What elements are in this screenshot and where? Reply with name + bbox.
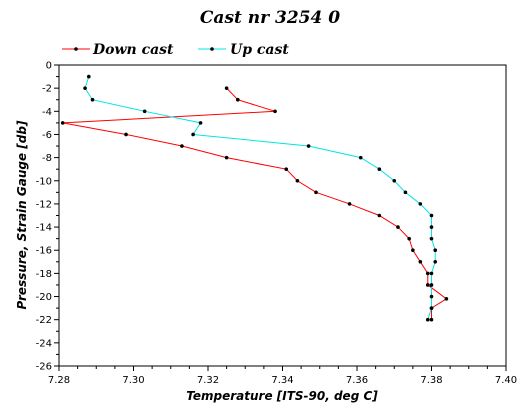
y-tick-label: 0 [46,61,52,72]
y-tick-label: -12 [36,199,52,210]
up-cast-point [403,190,408,195]
down-cast-point [124,132,128,137]
x-tick-label: 7.28 [48,375,70,386]
down-cast-point [224,86,229,90]
x-axis: 7.28 7.30 7.32 7.34 7.36 7.38 7.40 [48,366,517,386]
down-cast-point [429,317,434,322]
up-cast-point [429,294,434,299]
y-axis: 0 -2 -4 -6 -8 -10 -12 -14 -16 -18 -20 -22 -24 -26 [36,61,59,373]
x-tick-label: 7.38 [420,375,442,386]
up-cast-point [198,121,203,125]
y-axis-label: Pressure, Strain Gauge [db] [15,120,29,309]
x-tick-label: 7.40 [495,375,517,386]
down-cast-point [396,225,400,229]
y-tick-label: -24 [36,338,52,349]
y-tick-label: -6 [42,130,52,141]
legend-up-cast-marker [210,47,214,51]
x-tick-label: 7.34 [271,375,293,386]
down-cast-point [180,144,184,148]
down-cast-point [236,97,240,102]
down-cast-point [377,213,382,218]
y-tick-label: -22 [36,315,52,326]
up-cast-point [429,306,434,310]
down-cast-point [411,248,415,253]
up-cast-point [90,97,95,102]
down-cast-point [314,190,318,195]
down-cast-point [295,178,300,183]
x-tick-label: 7.30 [122,375,144,386]
y-tick-label: -26 [36,362,52,373]
down-cast-point [425,271,430,276]
down-cast-point [347,202,352,206]
x-axis-label: Temperature [ITS-90, deg C] [186,389,378,403]
up-cast-point [433,248,438,253]
down-cast-point [273,109,277,114]
y-tick-label: -10 [36,176,52,187]
up-cast-point [142,109,147,114]
down-cast-point [444,297,449,301]
up-cast-point [429,213,434,218]
y-tick-label: -2 [42,84,52,95]
down-cast-point [407,236,411,241]
up-cast-point [429,271,434,276]
legend-up-cast-label: Up cast [230,42,289,58]
down-cast-point [418,260,423,264]
y-tick-label: -4 [42,107,52,118]
x-tick-label: 7.32 [197,375,219,386]
up-cast-point [425,317,430,322]
up-cast-point [433,260,438,264]
y-tick-label: -14 [36,223,52,234]
y-tick-label: -18 [36,269,52,280]
up-cast-point [418,202,423,206]
up-cast-point [377,167,382,171]
x-tick-label: 7.36 [346,375,368,386]
legend: Down cast Up cast [62,42,289,58]
up-cast-line [84,76,436,320]
up-cast-point [306,144,311,148]
y-tick-label: -20 [36,292,52,303]
down-cast-line [62,87,448,320]
y-tick-label: -8 [42,153,52,164]
legend-down-cast-marker [74,47,78,51]
up-cast-point [429,283,434,287]
up-cast-point [358,155,363,160]
up-cast-point [392,178,397,183]
down-cast-point [425,283,430,287]
up-cast-point [429,225,434,229]
up-cast-point [191,132,195,137]
chart-title: Cast nr 3254 0 [200,8,340,28]
up-cast-point [429,236,434,241]
down-cast-point [60,121,65,125]
up-cast-point [83,86,87,90]
plot-area [58,64,507,367]
y-tick-label: -16 [36,246,52,257]
legend-down-cast-label: Down cast [92,42,174,58]
down-cast-point [284,167,289,171]
up-cast-point [87,74,91,79]
down-cast-point [224,155,229,160]
series-layer [60,74,449,322]
